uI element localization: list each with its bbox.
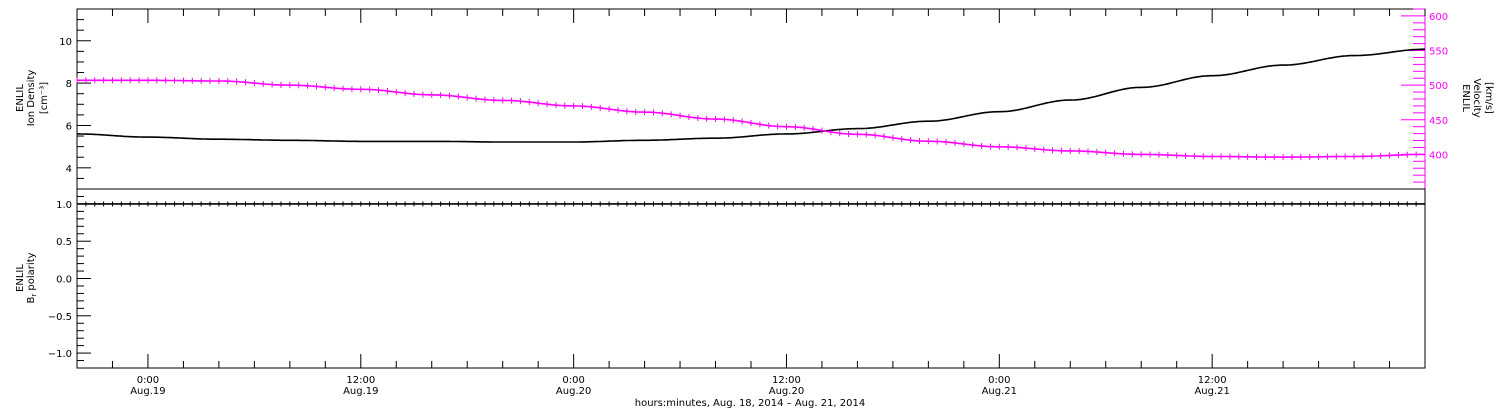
top-panel: 4 6 8 10 400 450 500 550 600 [59,8,1448,190]
velocity-axis-unit: [km/s] [1483,82,1494,114]
velocity-series-line [77,79,1425,158]
density-tick-label: 8 [66,79,72,90]
polarity-axis-title-line2: Br polarity [26,252,38,303]
x-time-label: 0:00 [562,375,584,386]
x-time-label: 12:00 [772,375,801,386]
x-date-label: Aug.20 [556,386,591,397]
velocity-tick-label: 400 [1429,150,1448,161]
velocity-axis-title-line2: Velocity [1471,78,1482,117]
x-time-label: 12:00 [1198,375,1227,386]
polarity-axis-title-line1: ENLIL [15,264,26,292]
x-time-label: 12:00 [346,375,375,386]
bottom-panel-frame [76,188,1426,369]
polarity-tick-label: 0.5 [56,237,72,248]
polarity-tick-label: 1.0 [56,200,72,211]
x-time-label: 0:00 [988,375,1010,386]
x-date-label: Aug.19 [343,386,378,397]
velocity-tick-label: 600 [1429,12,1448,23]
bottom-panel: −1.0 −0.5 0.0 0.5 1.0 [48,188,1426,369]
polarity-axis-word: polarity [26,252,37,293]
density-tick-label: 10 [59,37,72,48]
polarity-axis-sub: r [30,294,38,297]
polarity-tick-label: 0.0 [56,275,72,286]
x-time-label: 0:00 [137,375,159,386]
x-date-label: Aug.21 [1194,386,1229,397]
polarity-tick-label: −1.0 [48,349,72,360]
density-tick-label: 4 [66,164,72,175]
x-date-label: Aug.19 [130,386,165,397]
density-axis-title-line2: Ion Density [26,70,37,127]
velocity-tick-label: 450 [1429,116,1448,127]
velocity-tick-label: 550 [1429,47,1448,58]
velocity-tick-label: 500 [1429,81,1448,92]
velocity-markers [76,77,1426,161]
polarity-markers [76,201,1426,207]
polarity-axis-b: B [26,297,37,304]
velocity-axis-title-line1: ENLIL [1460,84,1471,112]
x-axis: 0:00Aug.1912:00Aug.190:00Aug.2012:00Aug.… [76,9,1426,397]
x-date-label: Aug.20 [769,386,804,397]
density-axis-unit: [cm⁻³] [39,82,50,114]
density-axis-title-line1: ENLIL [15,84,26,112]
x-axis-title: hours:minutes, Aug. 18, 2014 – Aug. 21, … [635,398,866,409]
top-panel-frame [76,8,1426,190]
density-tick-label: 6 [66,121,72,132]
polarity-tick-label: −0.5 [48,312,72,323]
density-series-line [77,48,1425,143]
x-date-label: Aug.21 [982,386,1017,397]
